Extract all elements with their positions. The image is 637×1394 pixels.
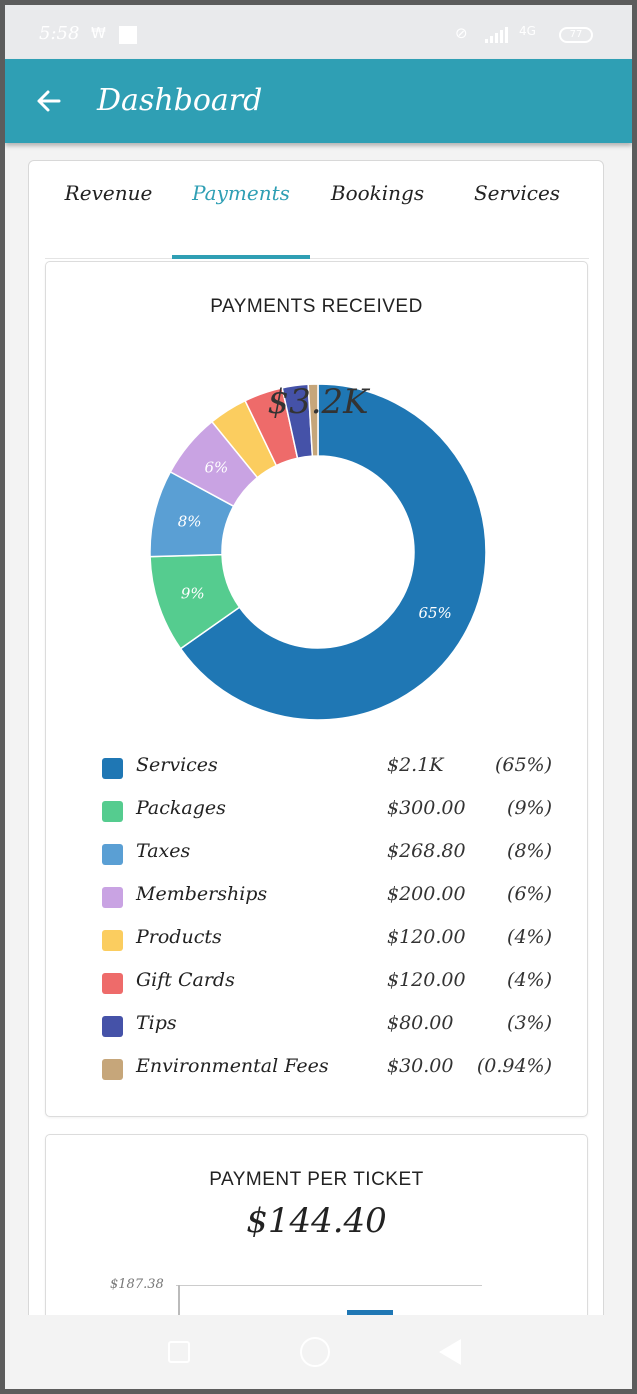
legend-percent: (9%): [507, 797, 552, 819]
tab-services[interactable]: Services: [473, 181, 561, 205]
legend-amount: $120.00: [387, 926, 466, 948]
legend-item: Services $2.1K (65%): [102, 754, 552, 797]
app-bar: Dashboard: [5, 59, 632, 143]
chart-gridline: [176, 1285, 482, 1286]
tab-bar: Revenue Payments Bookings Services: [45, 181, 589, 259]
legend-swatch: [102, 844, 123, 865]
legend-percent: (8%): [507, 840, 552, 862]
legend-name: Products: [136, 926, 222, 948]
legend-item: Tips $80.00 (3%): [102, 1012, 552, 1055]
donut-slice-environmental-fees[interactable]: [307, 383, 319, 457]
donut-chart-svg: 65% 9% 8% 6%: [149, 383, 487, 721]
legend-percent: (4%): [507, 926, 552, 948]
legend-percent: (6%): [507, 883, 552, 905]
chart-legend: Services $2.1K (65%) Packages $300.00 (9…: [102, 754, 552, 1098]
active-tab-indicator: [172, 255, 310, 259]
legend-swatch: [102, 973, 123, 994]
recent-apps-button[interactable]: [168, 1341, 190, 1363]
legend-amount: $300.00: [387, 797, 466, 819]
legend-amount: $200.00: [387, 883, 466, 905]
legend-item: Packages $300.00 (9%): [102, 797, 552, 840]
legend-percent: (3%): [507, 1012, 552, 1034]
legend-swatch: [102, 801, 123, 822]
y-axis-line: [178, 1285, 180, 1325]
legend-item: Environmental Fees $30.00 (0.94%): [102, 1055, 552, 1098]
legend-percent: (0.94%): [476, 1055, 552, 1077]
legend-amount: $80.00: [387, 1012, 454, 1034]
legend-swatch: [102, 1059, 123, 1080]
legend-name: Tips: [136, 1012, 177, 1034]
donut-slice-services[interactable]: [179, 383, 487, 721]
legend-swatch: [102, 1016, 123, 1037]
donut-chart: 65% 9% 8% 6% $3.2K: [148, 382, 488, 722]
phone-screen: 5:58 ₩ ⊘ 4G 77 Dashboard Revenue Payment…: [5, 5, 632, 1389]
slice-label: 6%: [204, 459, 228, 477]
tab-revenue[interactable]: Revenue: [64, 181, 153, 205]
legend-amount: $268.80: [387, 840, 466, 862]
legend-name: Memberships: [136, 883, 268, 905]
signal-icon: [485, 27, 508, 43]
slice-label: 8%: [178, 512, 202, 530]
legend-percent: (4%): [507, 969, 552, 991]
system-nav-bar: [5, 1315, 632, 1389]
legend-item: Memberships $200.00 (6%): [102, 883, 552, 926]
network-type-icon: 4G: [519, 24, 536, 38]
system-back-button[interactable]: [439, 1339, 461, 1365]
legend-name: Services: [136, 754, 218, 776]
legend-percent: (65%): [494, 754, 552, 776]
tab-payments[interactable]: Payments: [192, 181, 290, 205]
payment-per-ticket-value: $144.40: [246, 1201, 387, 1241]
notification-square-icon: [119, 26, 137, 44]
link-icon: ⊘: [455, 24, 468, 42]
status-time: 5:58: [39, 23, 80, 44]
legend-swatch: [102, 930, 123, 951]
slice-label: 9%: [181, 585, 205, 603]
legend-amount: $30.00: [387, 1055, 454, 1077]
legend-name: Environmental Fees: [136, 1055, 329, 1077]
dashboard-content: Revenue Payments Bookings Services PAYME…: [28, 160, 604, 1389]
payment-per-ticket-title: PAYMENT PER TICKET: [209, 1169, 424, 1190]
donut-center-total: $3.2K: [267, 382, 369, 422]
legend-item: Taxes $268.80 (8%): [102, 840, 552, 883]
legend-item: Gift Cards $120.00 (4%): [102, 969, 552, 1012]
slice-label: 65%: [418, 604, 451, 622]
legend-name: Gift Cards: [136, 969, 235, 991]
notification-icon: ₩: [91, 24, 106, 42]
tab-bookings[interactable]: Bookings: [330, 181, 425, 205]
payments-received-card: PAYMENTS RECEIVED 65% 9% 8% 6% $3.2K Servic…: [45, 261, 588, 1117]
battery-icon: 77: [559, 27, 593, 43]
home-button[interactable]: [300, 1337, 330, 1367]
legend-swatch: [102, 887, 123, 908]
legend-swatch: [102, 758, 123, 779]
y-axis-max-label: $187.38: [110, 1277, 164, 1292]
arrow-left-icon: [37, 90, 61, 112]
legend-amount: $2.1K: [387, 754, 444, 776]
legend-name: Packages: [136, 797, 226, 819]
legend-name: Taxes: [136, 840, 191, 862]
page-title: Dashboard: [97, 83, 263, 118]
status-bar: 5:58 ₩ ⊘ 4G 77: [5, 5, 632, 59]
chart-bar: [347, 1310, 393, 1315]
legend-amount: $120.00: [387, 969, 466, 991]
payments-received-title: PAYMENTS RECEIVED: [210, 296, 423, 317]
legend-item: Products $120.00 (4%): [102, 926, 552, 969]
back-button[interactable]: [29, 81, 69, 121]
